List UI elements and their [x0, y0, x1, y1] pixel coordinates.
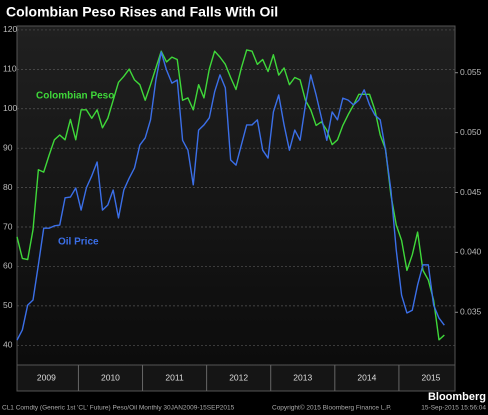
series-label: Oil Price [58, 237, 99, 248]
chart-title: Colombian Peso Rises and Falls With Oil [6, 4, 278, 20]
y-tick-label: 100 [3, 103, 17, 113]
series-line [16, 49, 445, 341]
footer-timestamp: 15-Sep-2015 15:56:04 [421, 405, 486, 412]
x-tick-label: 2013 [293, 372, 312, 382]
y-tick-label: 60 [3, 261, 13, 271]
footer-brand: Bloomberg [428, 391, 486, 403]
y2-tick-label: 0.045 [460, 187, 482, 197]
y-tick-label: 40 [3, 340, 13, 350]
series-label: Colombian Peso [36, 91, 114, 102]
y2-tick-label: 0.035 [460, 307, 482, 317]
y-tick-label: 70 [3, 221, 13, 231]
y2-tick-label: 0.055 [460, 67, 482, 77]
y-tick-label: 50 [3, 300, 13, 310]
y2-tick-label: 0.040 [460, 247, 482, 257]
y-tick-label: 110 [3, 64, 17, 74]
x-tick-label: 2014 [357, 372, 376, 382]
plot-area [16, 25, 456, 366]
footer-source: CL1 Comdty (Generic 1st 'CL' Future) Pes… [2, 405, 235, 412]
y-tick-label: 120 [3, 24, 17, 34]
y-tick-label: 80 [3, 182, 13, 192]
series-line [16, 51, 445, 341]
x-tick-label: 2009 [37, 372, 56, 382]
x-axis-band [16, 364, 456, 392]
y-tick-label: 90 [3, 142, 13, 152]
y2-tick-label: 0.050 [460, 127, 482, 137]
footer-copyright: Copyright© 2015 Bloomberg Finance L.P. [272, 404, 392, 412]
x-tick-label: 2011 [165, 372, 184, 382]
x-tick-label: 2015 [422, 372, 441, 382]
x-tick-label: 2012 [229, 372, 248, 382]
x-tick-label: 2010 [101, 372, 120, 382]
